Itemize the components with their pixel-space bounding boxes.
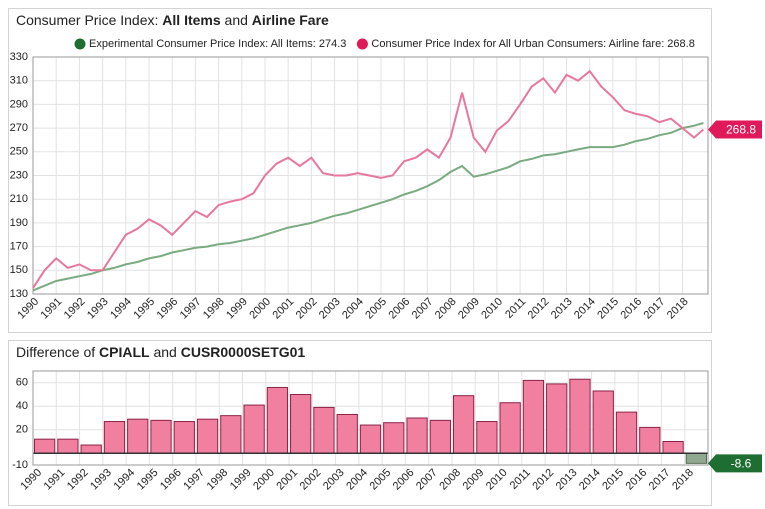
- value-flag: [708, 454, 762, 473]
- bar: [522, 379, 545, 454]
- bar: [150, 419, 172, 454]
- chart-title: Consumer Price Index: All Items and Airl…: [16, 12, 329, 28]
- legend-label: Consumer Price Index for All Urban Consu…: [371, 38, 694, 50]
- bar: [476, 421, 498, 454]
- bar: [359, 424, 382, 454]
- bar: [243, 404, 265, 454]
- bar: [313, 406, 335, 454]
- bar: [34, 438, 56, 454]
- bar: [429, 419, 451, 454]
- bar: [615, 411, 638, 454]
- title-part: CUSR0000SETG01: [181, 344, 306, 360]
- series-line: [32, 69, 705, 289]
- value-flag: [708, 120, 762, 139]
- bar: [57, 438, 79, 454]
- title-part: and: [150, 344, 181, 360]
- value-flag-label: -8.6: [731, 457, 752, 471]
- y-tick-label: 230: [10, 169, 28, 181]
- y-tick-label: 40: [16, 400, 28, 412]
- bar: [80, 444, 102, 454]
- plot-frame: [32, 56, 709, 295]
- y-tick-label: 170: [10, 241, 28, 253]
- bar: [127, 418, 149, 454]
- y-tick-label: 130: [10, 288, 28, 300]
- bar: [336, 413, 358, 454]
- legend: Experimental Consumer Price Index: All I…: [74, 38, 695, 50]
- y-tick-label: 60: [16, 377, 28, 389]
- legend-label: Experimental Consumer Price Index: All I…: [89, 38, 346, 50]
- y-tick-label: 270: [10, 122, 28, 134]
- bar: [266, 386, 289, 454]
- y-tick-label: 150: [10, 264, 28, 276]
- y-tick-label: 290: [10, 98, 28, 110]
- series-line: [32, 122, 704, 292]
- chart-title: Difference of CPIALL and CUSR0000SETG01: [16, 344, 305, 360]
- title-part: Consumer Price Index:: [16, 12, 162, 28]
- bar: [220, 415, 242, 454]
- value-flag-label: 268.8: [726, 123, 756, 137]
- title-part: Difference of: [16, 344, 99, 360]
- y-tick-label: 250: [10, 146, 28, 158]
- bar: [196, 418, 219, 454]
- y-tick-label: 310: [10, 75, 28, 87]
- y-tick-label: 330: [10, 51, 28, 63]
- bar: [290, 394, 312, 454]
- title-part: Airline Fare: [252, 12, 329, 28]
- y-tick-label: 20: [16, 424, 28, 436]
- bar: [639, 426, 661, 454]
- bar: [499, 402, 521, 454]
- legend-marker: [74, 38, 86, 50]
- title-part: All Items: [162, 12, 221, 28]
- bar: [569, 378, 591, 454]
- y-tick-label: -10: [12, 459, 28, 471]
- y-tick-label: 190: [10, 217, 28, 229]
- bar: [406, 417, 428, 454]
- bar: [383, 422, 405, 454]
- bar: [592, 390, 614, 454]
- bar: [452, 395, 475, 454]
- legend-marker: [356, 38, 368, 50]
- y-tick-label: 210: [10, 193, 28, 205]
- bar: [685, 452, 707, 464]
- title-part: CPIALL: [99, 344, 150, 360]
- plot-frame: [32, 370, 709, 466]
- bar: [173, 421, 195, 454]
- bar: [662, 441, 684, 454]
- bar: [103, 421, 126, 454]
- bar: [546, 383, 568, 454]
- title-part: and: [221, 12, 252, 28]
